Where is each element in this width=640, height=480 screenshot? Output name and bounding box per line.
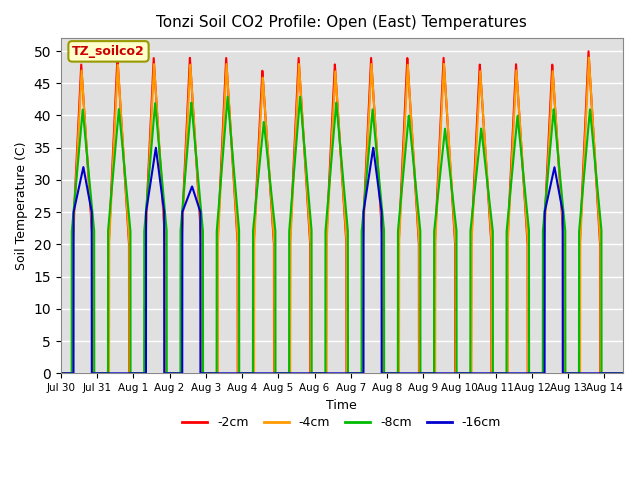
- Text: TZ_soilco2: TZ_soilco2: [72, 45, 145, 58]
- Legend: -2cm, -4cm, -8cm, -16cm: -2cm, -4cm, -8cm, -16cm: [177, 411, 506, 434]
- Title: Tonzi Soil CO2 Profile: Open (East) Temperatures: Tonzi Soil CO2 Profile: Open (East) Temp…: [156, 15, 527, 30]
- Y-axis label: Soil Temperature (C): Soil Temperature (C): [15, 142, 28, 270]
- X-axis label: Time: Time: [326, 398, 357, 412]
